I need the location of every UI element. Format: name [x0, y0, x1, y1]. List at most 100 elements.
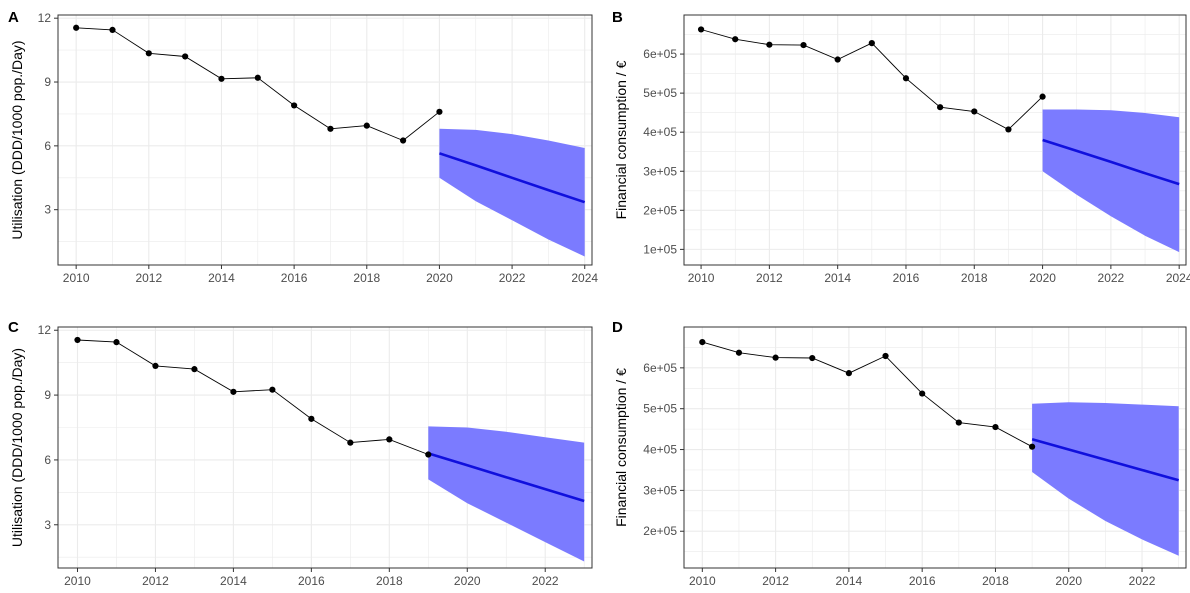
y-tick-label: 9 — [44, 388, 51, 402]
observed-point — [834, 56, 841, 63]
panel-d: 2010 2012 2014 2016 2018 2020 2022 2e+05 3e+05 4e… — [612, 319, 1187, 588]
observed-point — [766, 41, 773, 48]
observed-point — [73, 24, 80, 31]
y-axis-title: Financial consumption / € — [613, 368, 629, 527]
panel-border — [57, 326, 593, 569]
panel-c: 2010 2012 2014 2016 2018 2020 2022 3 6 9 12 Utilisa… — [8, 319, 593, 588]
observed-point — [697, 26, 705, 33]
x-tick-label: 2012 — [142, 574, 169, 588]
y-tick-label: 3 — [44, 203, 51, 217]
x-tick-label: 2022 — [532, 574, 559, 588]
panel-b: 2010 2012 2014 2016 2018 2020 2022 2024 1e+05 2e+… — [612, 9, 1190, 285]
x-tick-label: 2012 — [756, 271, 783, 285]
y-tick-label: 12 — [38, 11, 52, 25]
y-axis-title: Utilisation (DDD/1000 pop./Day) — [9, 348, 25, 547]
observed-point — [882, 352, 889, 360]
x-tick-label: 2016 — [298, 574, 325, 588]
y-tick-label: 4e+05 — [643, 125, 677, 139]
forecast-interval-band — [1032, 402, 1179, 556]
observed-point — [400, 137, 407, 144]
observed-line — [702, 341, 1033, 448]
x-tick-label: 2024 — [571, 271, 598, 285]
x-tick-label: 2012 — [762, 574, 789, 588]
observed-point — [347, 439, 354, 446]
panel-tag-label: B — [612, 9, 623, 26]
observed-point — [254, 74, 261, 81]
y-tick-label: 6e+05 — [643, 47, 677, 61]
x-tick-label: 2016 — [281, 271, 308, 285]
y-tick-label: 1e+05 — [643, 242, 677, 256]
observed-point — [1029, 443, 1036, 450]
x-tick-label: 2018 — [961, 271, 988, 285]
observed-point — [732, 36, 739, 43]
x-tick-label: 2014 — [836, 574, 863, 588]
x-tick-label: 2020 — [454, 574, 481, 588]
panel-tag-label: D — [612, 319, 623, 336]
forecast-line — [1031, 438, 1180, 482]
x-tick-label: 2018 — [982, 574, 1009, 588]
observed-point — [699, 339, 706, 346]
observed-point — [800, 41, 807, 49]
observed-point — [230, 388, 237, 395]
observed-point — [152, 362, 159, 370]
observed-point — [845, 370, 852, 377]
observed-point — [992, 423, 999, 431]
observed-point — [327, 125, 334, 132]
x-tick-label: 2020 — [426, 271, 453, 285]
x-tick-label: 2014 — [220, 574, 247, 588]
x-tick-label: 2018 — [353, 271, 380, 285]
x-tick-label: 2020 — [1029, 271, 1056, 285]
observed-point — [868, 40, 875, 47]
y-axis-title: Utilisation (DDD/1000 pop./Day) — [9, 40, 25, 239]
y-axis-title: Financial consumption / € — [613, 60, 629, 219]
observed-point — [182, 53, 189, 60]
x-tick-label: 2010 — [688, 271, 715, 285]
panel-a: 2010 2012 2014 2016 2018 2020 2022 2024 3 6 9 12 Uti… — [8, 9, 598, 285]
y-tick-label: 12 — [38, 323, 52, 337]
x-tick-label: 2016 — [893, 271, 920, 285]
x-tick-label: 2020 — [1055, 574, 1082, 588]
forecast-interval-band — [1042, 109, 1180, 253]
x-tick-label: 2022 — [1098, 271, 1125, 285]
panel-tag-label: A — [8, 9, 19, 26]
y-tick-label: 9 — [44, 75, 51, 89]
panel-tag-label: C — [8, 319, 19, 336]
observed-point — [919, 390, 926, 397]
y-tick-label: 3e+05 — [643, 483, 677, 497]
x-tick-label: 2014 — [824, 271, 851, 285]
observed-point — [269, 386, 276, 393]
observed-point — [191, 366, 198, 373]
panel-border — [683, 326, 1187, 569]
y-tick-label: 4e+05 — [643, 443, 677, 457]
y-tick-label: 2e+05 — [643, 203, 677, 217]
panel-border — [683, 14, 1187, 266]
observed-point — [1005, 126, 1012, 133]
y-tick-label: 6 — [44, 139, 51, 153]
y-tick-label: 3e+05 — [643, 164, 677, 178]
observed-point — [74, 336, 81, 344]
y-tick-label: 2e+05 — [643, 524, 677, 538]
observed-point — [113, 339, 120, 346]
observed-line — [77, 339, 429, 455]
forecast-line — [427, 452, 585, 503]
observed-point — [937, 104, 944, 111]
y-tick-label: 5e+05 — [643, 402, 677, 416]
x-tick-label: 2010 — [64, 574, 91, 588]
x-tick-label: 2012 — [135, 271, 162, 285]
x-tick-label: 2016 — [909, 574, 936, 588]
observed-point — [386, 436, 393, 443]
forecast-line — [438, 152, 586, 204]
x-tick-label: 2022 — [1129, 574, 1156, 588]
forecast-interval-band — [428, 426, 585, 562]
observed-point — [218, 75, 225, 82]
forecast-interval-band — [439, 128, 585, 257]
observed-point — [971, 108, 978, 115]
observed-point — [363, 122, 370, 129]
x-tick-label: 2022 — [499, 271, 526, 285]
x-tick-label: 2010 — [689, 574, 716, 588]
y-tick-label: 6e+05 — [643, 361, 677, 375]
observed-point — [902, 75, 910, 82]
x-tick-label: 2014 — [208, 271, 235, 285]
x-tick-label: 2024 — [1166, 271, 1190, 285]
